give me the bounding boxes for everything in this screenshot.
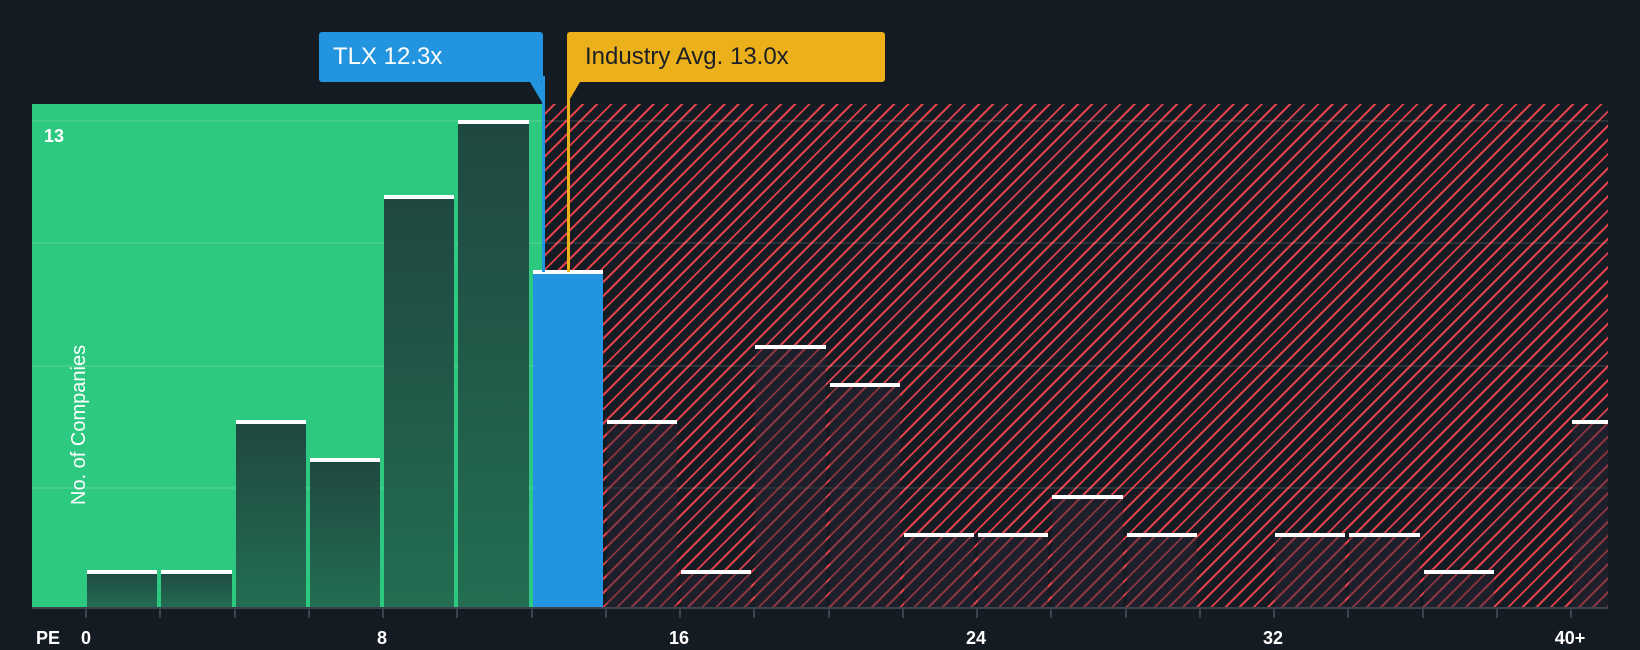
gridline: [32, 120, 1608, 122]
bar-cap: [532, 270, 603, 275]
x-tick: [159, 609, 162, 618]
bar-cap: [161, 570, 232, 575]
x-tick: [1198, 609, 1201, 618]
bar-cap: [309, 457, 380, 462]
bar-cap: [1275, 532, 1346, 537]
y-axis-title: No. of Companies: [68, 344, 90, 505]
company-pe-tooltip: TLX 12.3x: [319, 32, 543, 104]
x-tick-label-8: 8: [376, 628, 388, 648]
tooltip-pointer: [567, 82, 580, 104]
plot-area: [32, 104, 1608, 608]
histogram-bar: [606, 420, 677, 608]
histogram-bar: [1052, 495, 1123, 608]
above-industry-zone: [545, 104, 1608, 608]
histogram-bar: [458, 120, 529, 608]
industry-avg-tooltip: Industry Avg. 13.0x: [567, 32, 885, 104]
x-tick-label-16: 16: [668, 628, 690, 648]
bar-cap: [755, 345, 826, 350]
x-axis-line: [32, 607, 1608, 609]
tooltip-pointer: [530, 82, 543, 104]
y-max-label: 13: [44, 126, 65, 146]
x-tick: [679, 609, 681, 618]
company-pe-label: TLX 12.3x: [333, 43, 443, 70]
x-tick: [604, 609, 607, 618]
bar-cap: [87, 570, 158, 575]
histogram-bar: [87, 570, 158, 608]
x-tick: [307, 609, 310, 618]
bar-cap: [235, 420, 306, 425]
x-tick: [530, 609, 533, 618]
x-tick: [827, 609, 830, 618]
histogram-bar: [829, 382, 900, 608]
histogram-bar: [1126, 532, 1197, 608]
industry-avg-label: Industry Avg. 13.0x: [585, 43, 789, 70]
x-tick-label-0: 0: [80, 628, 92, 648]
bar-cap: [1052, 495, 1123, 500]
bar-cap: [384, 195, 455, 200]
bar-cap: [1572, 420, 1608, 425]
x-tick: [901, 609, 904, 618]
bar-cap: [1349, 532, 1420, 537]
histogram-bar: [1349, 532, 1420, 608]
x-tick: [1495, 609, 1498, 618]
bar-cap: [681, 570, 752, 575]
x-tick: [1124, 609, 1127, 618]
x-tick-label-24: 24: [965, 628, 987, 648]
x-tick-label-32: 32: [1262, 628, 1284, 648]
bar-cap: [606, 420, 677, 425]
histogram-bar: [161, 570, 232, 608]
histogram-bar: [384, 195, 455, 608]
x-tick: [382, 609, 384, 618]
bar-cap: [978, 532, 1049, 537]
histogram-bar: [978, 532, 1049, 608]
company-marker-line: [542, 76, 545, 272]
x-tick: [753, 609, 756, 618]
histogram-bar: [681, 570, 752, 608]
bar-cap: [458, 120, 529, 124]
x-axis-title: PE: [36, 628, 61, 648]
x-tick: [1273, 609, 1275, 618]
x-tick: [976, 609, 978, 618]
histogram-bar: [309, 457, 380, 608]
x-tick: [85, 609, 87, 618]
histogram-bar: [532, 270, 603, 608]
histogram-bar: [1572, 420, 1608, 608]
gridline: [32, 365, 1608, 367]
x-tick: [1421, 609, 1424, 618]
histogram-bar: [235, 420, 306, 608]
bar-cap: [903, 532, 974, 537]
histogram-bar: [1423, 570, 1494, 608]
histogram-bar: [1275, 532, 1346, 608]
x-tick: [1570, 609, 1572, 618]
x-tick: [1050, 609, 1053, 618]
bar-cap: [829, 382, 900, 387]
x-tick: [233, 609, 236, 618]
gridline: [32, 487, 1608, 489]
x-tick-label-40-plus: 40+: [1554, 628, 1586, 648]
histogram-bar: [755, 345, 826, 608]
bar-cap: [1423, 570, 1494, 575]
bar-cap: [1126, 532, 1197, 537]
histogram-bar: [903, 532, 974, 608]
x-tick: [456, 609, 459, 618]
industry-marker-line: [567, 76, 570, 272]
gridline: [32, 242, 1608, 244]
x-tick: [1347, 609, 1350, 618]
